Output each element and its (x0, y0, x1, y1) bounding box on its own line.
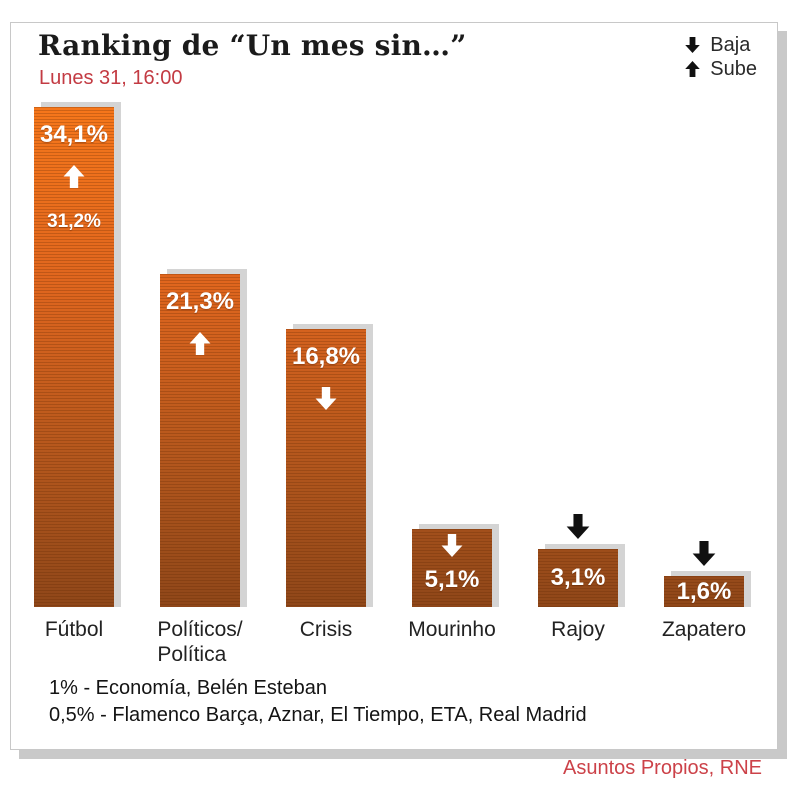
bar-category-label: Crisis (299, 618, 353, 641)
bar-group-politicos: 21,3% Políticos/Política (157, 107, 247, 666)
bar-category-label: Fútbol (44, 618, 104, 641)
source-credit: Asuntos Propios, RNE (563, 757, 762, 779)
trend-down-arrow-icon (313, 387, 339, 415)
trend-up-arrow-icon (187, 332, 213, 360)
bar-value-label: 1,6% (676, 577, 732, 605)
bar-value-label: 3,1% (550, 564, 606, 591)
bar-politicos: 21,3% (160, 274, 240, 607)
trend-up-arrow-icon (61, 165, 87, 193)
page-title: Ranking de “Un mes sin…” (38, 29, 467, 62)
bar-category-label: Políticos/Política (157, 618, 243, 666)
footnotes: 1% - Economía, Belén Esteban 0,5% - Flam… (49, 675, 587, 729)
bar-value-label: 21,3% (165, 288, 235, 315)
trend-down-arrow-icon (439, 534, 465, 562)
legend-label-baja: Baja (710, 33, 751, 56)
trend-down-arrow-icon (566, 514, 590, 539)
chart-panel: Ranking de “Un mes sin…” Lunes 31, 16:00… (10, 22, 778, 750)
bar-zapatero: 1,6% (664, 576, 744, 607)
bar-group-rajoy: 3,1% Rajoy (538, 107, 625, 641)
bar-group-crisis: 16,8% Crisis (286, 107, 373, 641)
bar-value-label: 5,1% (424, 566, 480, 593)
bar-category-label: Zapatero (661, 618, 747, 641)
bar-group-zapatero: 1,6% Zapatero (662, 107, 751, 641)
legend-item-baja: Baja (684, 33, 757, 57)
up-arrow-icon (684, 61, 701, 77)
footnote-line-1: 1% - Economía, Belén Esteban (49, 677, 327, 699)
bar-rajoy: 3,1% (538, 549, 618, 607)
footnote-line-2: 0,5% - Flamenco Barça, Aznar, El Tiempo,… (49, 704, 587, 726)
bar-group-futbol: 34,1% 31,2% Fútbol (34, 102, 121, 641)
bar-category-label: Mourinho (408, 618, 496, 641)
trend-down-arrow-icon (692, 541, 716, 566)
previous-value-label: 31,2% (47, 211, 101, 232)
bar-crisis: 16,8% (286, 329, 366, 607)
bar-futbol: 34,1% 31,2% (34, 107, 114, 607)
legend-item-sube: Sube (684, 57, 757, 81)
down-arrow-icon (684, 37, 701, 53)
bar-value-label: 16,8% (291, 343, 361, 370)
legend-label-sube: Sube (710, 57, 757, 80)
bar-category-label: Rajoy (551, 618, 605, 641)
date-subtitle: Lunes 31, 16:00 (39, 67, 183, 89)
legend: Baja Sube (684, 33, 757, 81)
bar-chart: 34,1% 31,2% Fútbol 21,3% Políticos/Política 1… (34, 102, 751, 666)
bar-value-label: 34,1% (39, 121, 109, 148)
bar-group-mourinho: 5,1% Mourinho (408, 107, 499, 641)
bar-mourinho: 5,1% (412, 529, 492, 607)
